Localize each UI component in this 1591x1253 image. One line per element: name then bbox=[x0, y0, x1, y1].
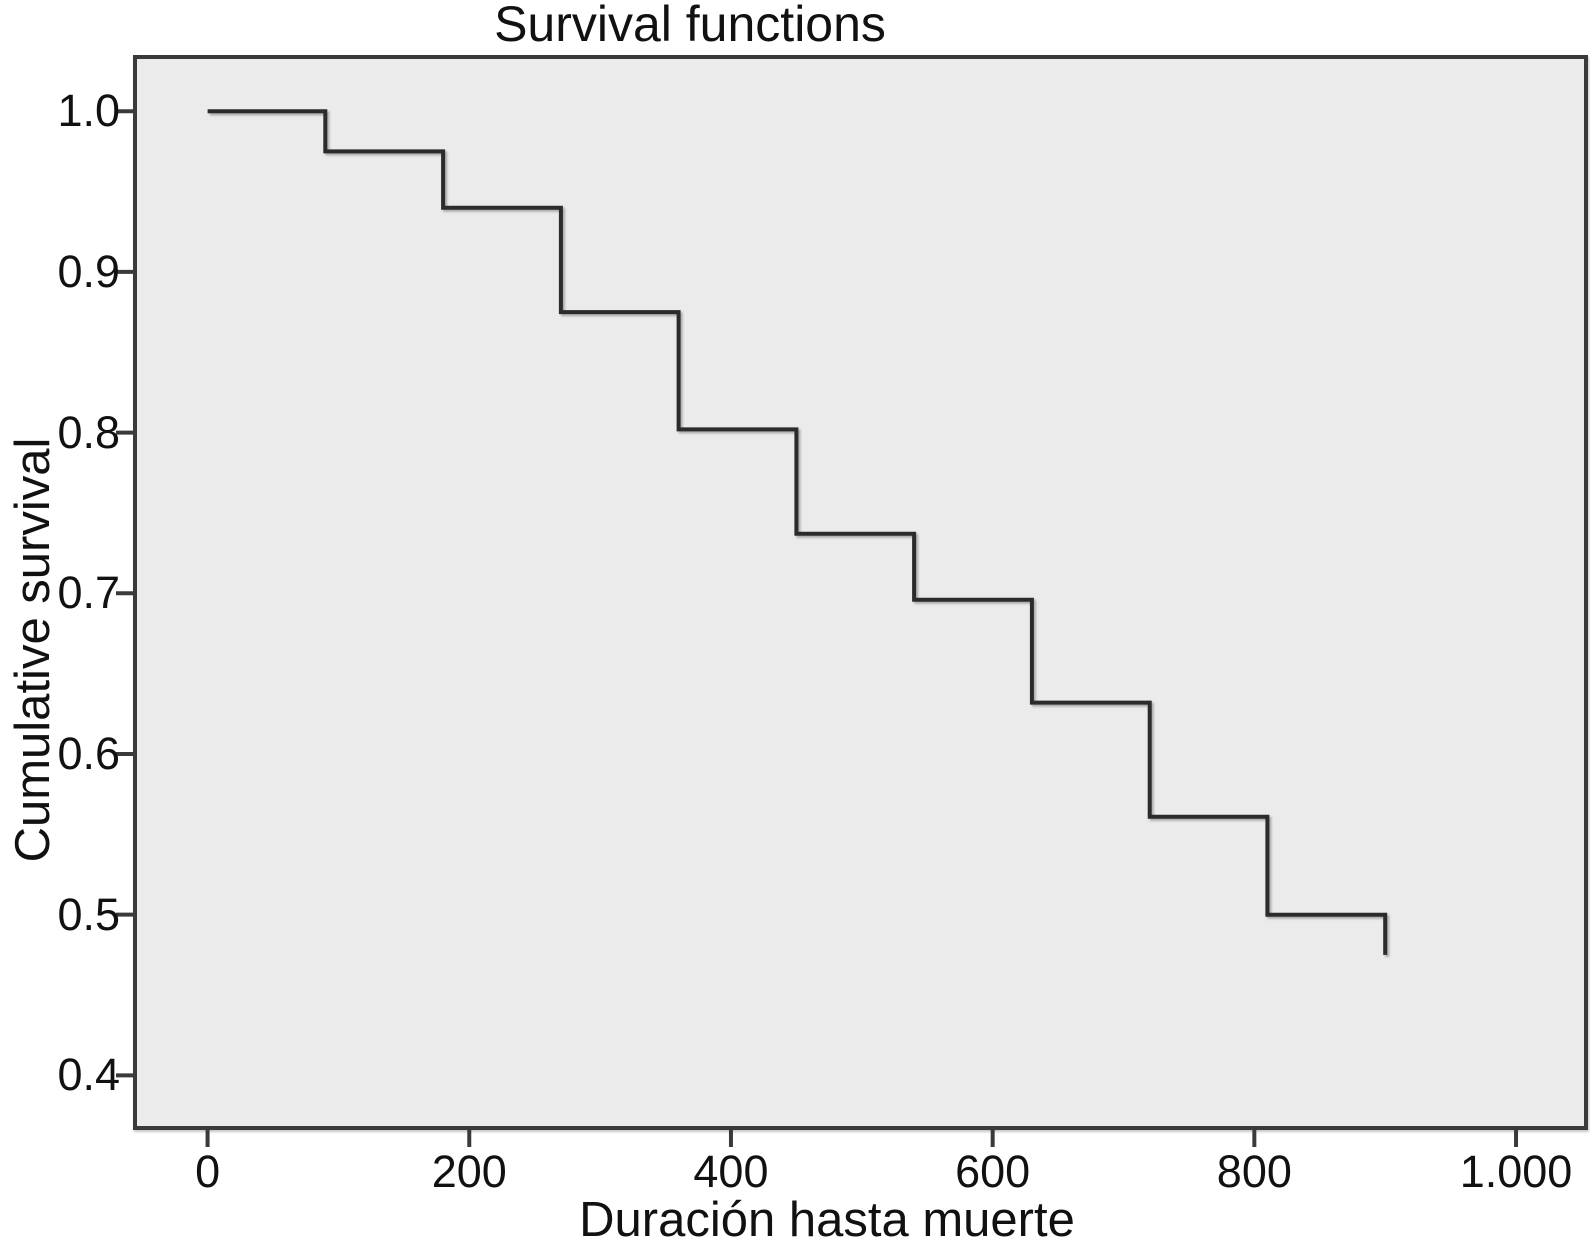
y-tick-label: 0.5 bbox=[57, 888, 120, 940]
y-tick-label: 0.8 bbox=[57, 406, 120, 458]
x-tick-label: 400 bbox=[693, 1146, 769, 1197]
x-tick-label: 0 bbox=[195, 1146, 221, 1197]
x-tick-label: 200 bbox=[431, 1146, 507, 1197]
x-axis-title: Duración hasta muerte bbox=[579, 1193, 1075, 1247]
y-tick-label: 0.9 bbox=[57, 245, 120, 297]
y-tick-label: 0.4 bbox=[57, 1049, 120, 1101]
plot-area bbox=[133, 55, 1588, 1130]
x-tick-label: 1.000 bbox=[1459, 1146, 1573, 1197]
survival-curve bbox=[207, 109, 1388, 955]
y-tick-label: 0.7 bbox=[57, 567, 120, 619]
chart-title: Survival functions bbox=[494, 0, 886, 52]
x-tick-label: 600 bbox=[955, 1146, 1031, 1197]
x-tick-label: 800 bbox=[1216, 1146, 1292, 1197]
y-tick-label: 1.0 bbox=[57, 85, 120, 137]
axis-ticks bbox=[116, 109, 1519, 1147]
y-tick-label: 0.6 bbox=[57, 727, 120, 779]
